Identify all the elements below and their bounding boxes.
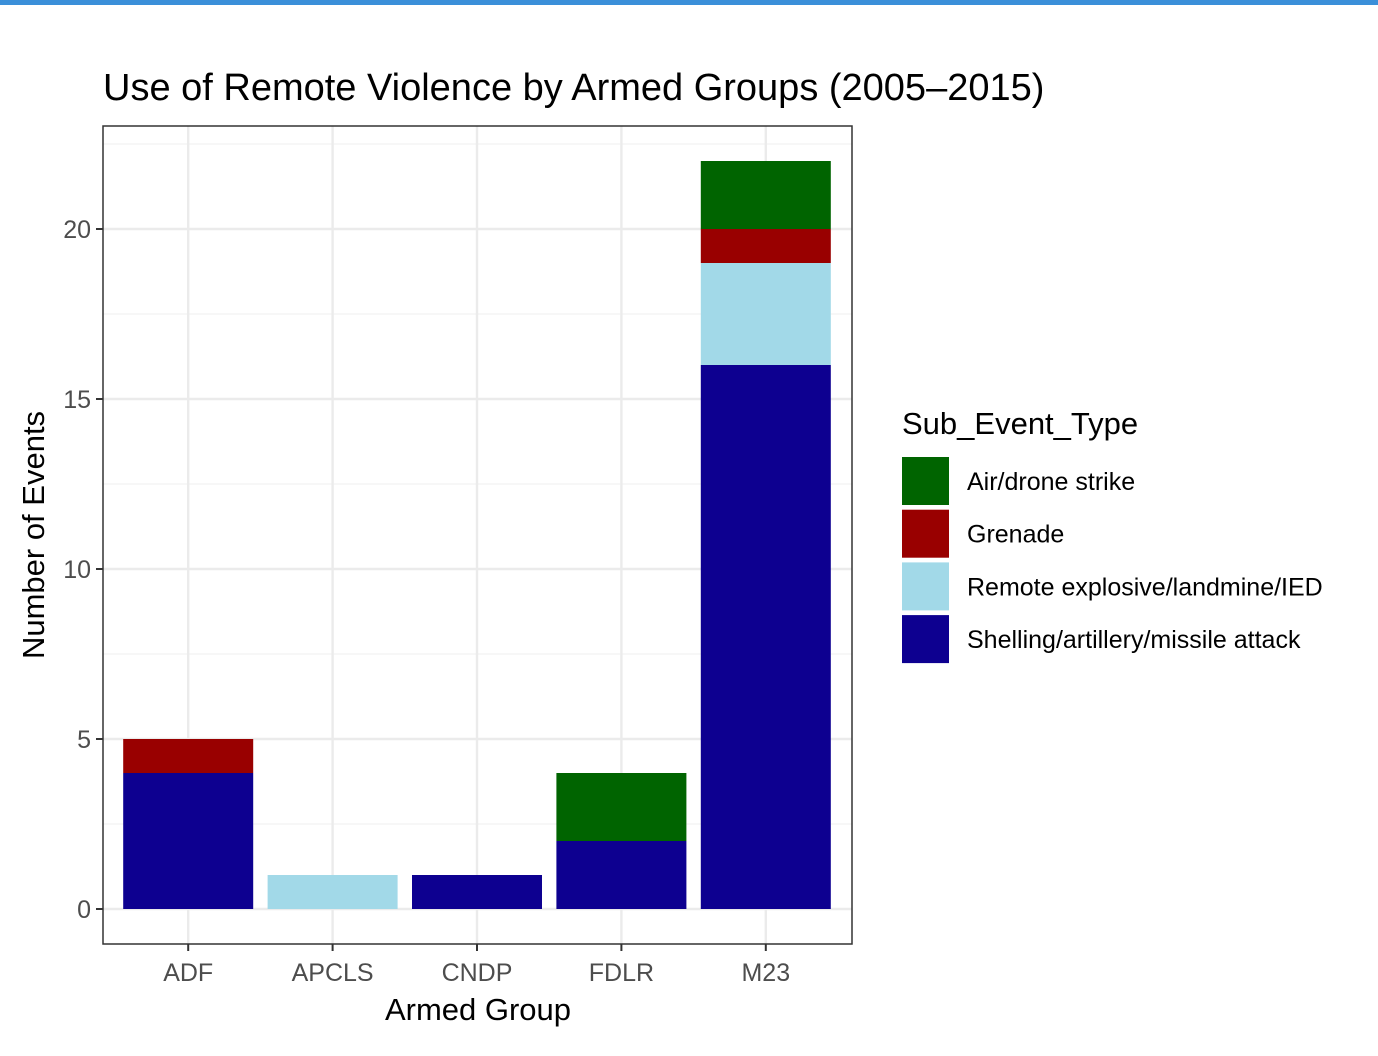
legend-swatch [902, 615, 949, 664]
bar-segment-m23 [700, 161, 831, 229]
x-tick-label: FDLR [589, 959, 654, 987]
x-tick-label: CNDP [442, 959, 513, 987]
chart-title: Use of Remote Violence by Armed Groups (… [103, 67, 1044, 109]
bar-segment-apcls [267, 875, 398, 909]
bar-segment-adf [123, 739, 254, 773]
legend-swatch [902, 562, 949, 611]
y-tick-label: 5 [77, 726, 91, 754]
bar-segment-m23 [700, 263, 831, 365]
x-tick-label: M23 [741, 959, 790, 987]
bars-group [123, 161, 831, 909]
bar-segment-fdlr [556, 841, 687, 909]
legend-label: Grenade [967, 521, 1064, 549]
x-tick-label: APCLS [292, 959, 374, 987]
legend-swatch [902, 457, 949, 505]
legend-swatch [902, 509, 949, 558]
axes-group: 0 5 10 15 20 ADF APCLS CNDP FDLR M23 [63, 125, 853, 987]
legend-label: Remote explosive/landmine/IED [967, 573, 1323, 601]
bar-segment-adf [123, 773, 254, 909]
x-axis-title: Armed Group [385, 992, 571, 1027]
y-tick-label: 15 [63, 386, 91, 414]
legend-label: Shelling/artillery/missile attack [967, 626, 1301, 654]
bar-segment-m23 [700, 365, 831, 909]
legend-title: Sub_Event_Type [902, 406, 1138, 441]
legend: Sub_Event_Type Air/drone strike Grenade Rem… [902, 406, 1323, 664]
y-tick-label: 0 [77, 896, 91, 924]
bar-segment-cndp [412, 875, 542, 909]
x-tick-label: ADF [163, 959, 213, 987]
y-tick-label: 10 [63, 556, 91, 584]
y-axis-title: Number of Events [16, 411, 51, 659]
bar-segment-fdlr [556, 773, 687, 841]
legend-label: Air/drone strike [967, 468, 1135, 496]
top-accent-bar [0, 0, 1378, 5]
y-tick-label: 20 [63, 216, 91, 244]
bar-segment-m23 [700, 229, 831, 263]
